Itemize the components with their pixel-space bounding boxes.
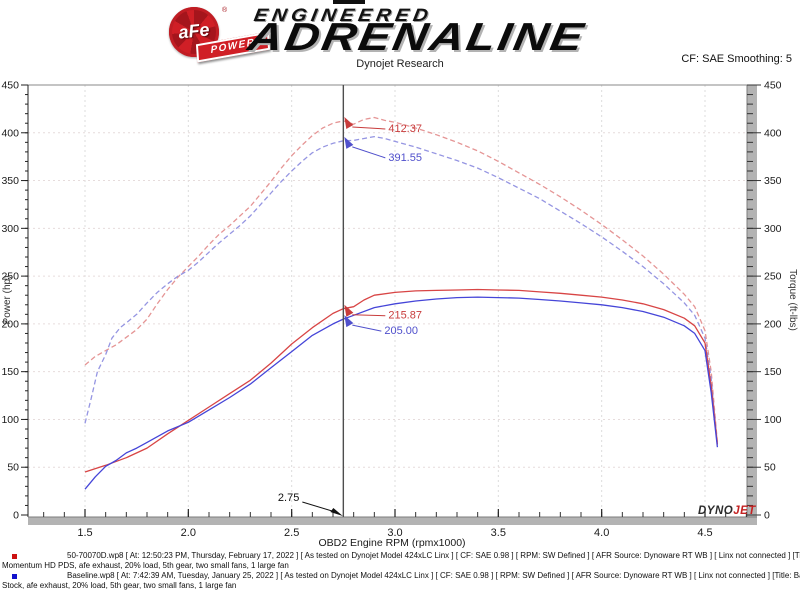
x-tick-label: 4.5	[697, 527, 712, 539]
cursor-rpm-label: 2.75	[278, 492, 299, 504]
run-bullet-red	[12, 554, 17, 559]
y-tick-label-right: 50	[764, 462, 776, 474]
bottom-axis-bar	[28, 517, 757, 525]
curve-50-70070d-pds-torque-ft-lbs	[84, 116, 719, 443]
watermark-dyno: DYNO	[698, 505, 733, 517]
watermark-jet: JET	[733, 505, 756, 517]
curve-baseline-torque-ft-lbs	[84, 135, 719, 446]
callout-391.55: 391.55	[344, 136, 422, 164]
brand-top-mark	[333, 0, 365, 4]
run-notes-line: Stock, afe exhaust, 20% load, 5th gear, …	[2, 581, 237, 590]
cursor-arrowhead	[330, 508, 343, 516]
y-tick-label-left: 200	[1, 318, 19, 330]
callout-412.37: 412.37	[344, 116, 422, 135]
y-tick-label-left: 0	[13, 510, 19, 522]
y-tick-label-left: 300	[1, 223, 19, 235]
y-tick-label-right: 450	[764, 80, 782, 92]
run-details-line: 50-70070D.wp8 [ At: 12:50:23 PM, Thursda…	[67, 551, 800, 560]
y-tick-label-left: 450	[1, 80, 19, 92]
left-axis-title: Power (hp)	[2, 276, 13, 325]
y-tick-label-left: 50	[7, 462, 19, 474]
callout-leader	[352, 324, 382, 332]
left-axis: 0 50 100 150 200 250 300 350 400 450 Power (hp)	[1, 80, 29, 522]
run-details-line: Baseline.wp8 [ At: 7:42:39 AM, Tuesday, …	[67, 571, 800, 580]
y-tick-label-right: 300	[764, 223, 782, 235]
bottom-axis: 1.5 2.0 2.5 3.0 3.5 4.0 4.5 OBD2 Engine RPM (rp…	[28, 509, 757, 548]
y-tick-label-right: 100	[764, 414, 782, 426]
y-tick-label-left: 350	[1, 175, 19, 187]
callout-value: 391.55	[388, 152, 422, 164]
cursor-rpm-callout: 2.75	[278, 492, 343, 516]
x-tick-label: 3.5	[491, 527, 506, 539]
y-tick-label-left: 400	[1, 127, 19, 139]
right-axis: 0 50 100 150 200 250 300 350 400 450 Torque (ft-lb…	[746, 80, 798, 525]
callout-arrowhead	[344, 136, 354, 149]
curve-baseline-power-hp	[84, 296, 719, 490]
cursor-leader	[302, 501, 336, 513]
chart-title: Dynojet Research	[356, 58, 444, 70]
x-tick-label: 3.0	[387, 527, 402, 539]
callout-value: 412.37	[388, 123, 422, 135]
callout-leader	[352, 126, 386, 130]
gridlines	[28, 85, 757, 517]
right-axis-title: Torque (ft-lbs)	[787, 269, 798, 331]
callout-leader	[352, 314, 386, 317]
callout-leader	[352, 146, 386, 159]
x-tick-label: 2.5	[284, 527, 299, 539]
registered-mark: ®	[222, 7, 228, 14]
y-tick-label-left: 150	[1, 366, 19, 378]
y-tick-label-left: 100	[1, 414, 19, 426]
smoothing-setting: CF: SAE Smoothing: 5	[681, 53, 792, 65]
brand-line-adrenaline: ADRENALINE	[244, 16, 589, 59]
callout-value: 215.87	[388, 310, 422, 322]
y-tick-label-right: 0	[764, 510, 770, 522]
curve-50-70070d-pds-power-hp	[84, 288, 719, 473]
x-tick-label: 4.0	[594, 527, 609, 539]
callout-arrowhead	[344, 304, 354, 317]
run-notes-line: Momentum HD PDS, afe exhaust, 20% load, …	[2, 561, 289, 570]
x-axis-title: OBD2 Engine RPM (rpmx1000)	[318, 537, 465, 548]
callout-215.87: 215.87	[344, 304, 422, 322]
run-entry-baseline: Baseline.wp8 [ At: 7:42:39 AM, Tuesday, …	[0, 571, 800, 591]
y-tick-label-right: 400	[764, 127, 782, 139]
callout-205.00: 205.00	[344, 315, 418, 337]
y-tick-label-right: 200	[764, 318, 782, 330]
x-tick-label: 2.0	[181, 527, 196, 539]
run-legend: 50-70070D.wp8 [ At: 12:50:23 PM, Thursda…	[0, 551, 800, 591]
y-tick-label-right: 150	[764, 366, 782, 378]
callout-value: 205.00	[384, 325, 418, 337]
callout-arrowhead	[344, 315, 354, 328]
run-bullet-blue	[12, 574, 17, 579]
dynojet-watermark: DYNOJET	[698, 505, 756, 517]
x-tick-label: 1.5	[77, 527, 92, 539]
run-entry-pds: 50-70070D.wp8 [ At: 12:50:23 PM, Thursda…	[0, 551, 800, 571]
callout-arrowhead	[344, 116, 354, 129]
y-tick-label-left: 250	[1, 271, 19, 283]
dyno-chart: 0 50 100 150 200 250 300 350 400 450 Power (hp) 0 50…	[1, 80, 798, 549]
y-tick-label-right: 250	[764, 271, 782, 283]
y-tick-label-right: 350	[764, 175, 782, 187]
